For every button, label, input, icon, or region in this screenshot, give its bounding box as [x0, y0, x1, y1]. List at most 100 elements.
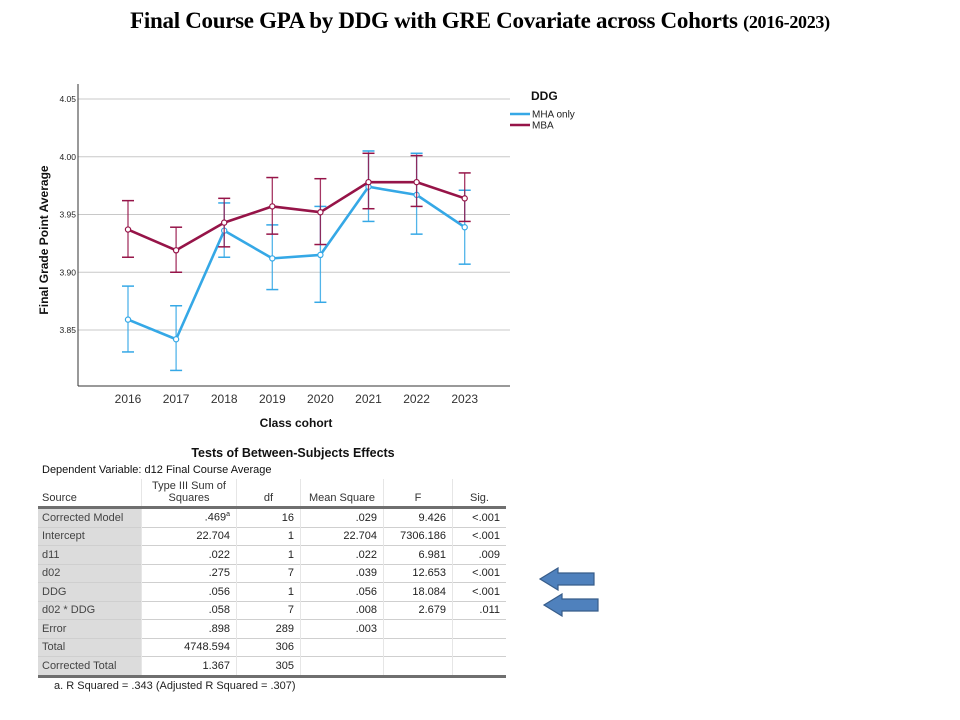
dependent-variable-label: Dependent Variable: d12 Final Course Ave…: [42, 464, 272, 476]
row-mean-square: [300, 637, 384, 657]
row-f: 9.426: [383, 507, 453, 527]
row-source-value: Error: [42, 622, 67, 635]
row-sum-of-squares-value: .058: [208, 604, 230, 617]
left-arrow-icon: [542, 593, 599, 617]
row-source: Corrected Model: [38, 507, 142, 527]
row-mean-square-value: .056: [355, 585, 377, 598]
slide-title-main: Final Course GPA by DDG with GRE Covaria…: [130, 8, 738, 33]
series-line: [127, 180, 466, 252]
x-axis-title: Class cohort: [260, 416, 333, 430]
row-source: d11: [38, 545, 142, 564]
anova-row: d02 .275 7 .039 12.653 <.001: [38, 563, 506, 583]
row-f: 7306.186: [383, 526, 453, 546]
row-sig: <.001: [452, 507, 506, 527]
row-df: 1: [236, 582, 301, 601]
row-df: 7: [236, 600, 301, 620]
row-sum-of-squares-value: .022: [208, 548, 230, 561]
anova-row: Intercept 22.704 1 22.704 7306.186 <.001: [38, 526, 506, 546]
row-source-value: Intercept: [42, 530, 85, 543]
gpa-line-chart: 3.85 3.90 3.95 4.00 4.05 2016 2017 2018 2019 202…: [37, 84, 575, 430]
slide-title: Final Course GPA by DDG with GRE Covaria…: [0, 8, 960, 34]
row-mean-square: .039: [300, 563, 384, 583]
row-sum-of-squares: 22.704: [141, 526, 237, 546]
row-source: Error: [38, 619, 142, 638]
anova-footnote: a. R Squared = .343 (Adjusted R Squared …: [54, 679, 296, 692]
row-source-value: d11: [42, 548, 60, 561]
row-df-value: 306: [275, 641, 294, 654]
row-df: 1: [236, 526, 301, 546]
row-f: 6.981: [383, 545, 453, 564]
anova-row: Corrected Model .469a 16 .029 9.426 <.001: [38, 507, 506, 527]
row-mean-square: .029: [300, 507, 384, 527]
row-sum-of-squares: 4748.594: [141, 637, 237, 657]
row-sum-of-squares-value: .056: [208, 585, 230, 598]
y-tick-label: 3.85: [59, 325, 76, 335]
legend-label: MBA: [532, 121, 554, 132]
row-sum-of-squares: .058: [141, 600, 237, 620]
row-f: [383, 656, 453, 676]
row-sum-of-squares-value: 22.704: [196, 530, 230, 543]
header-f: F: [383, 479, 453, 508]
row-source: Intercept: [38, 526, 142, 546]
data-point: [269, 255, 276, 262]
legend-item: MBA: [510, 121, 554, 132]
row-mean-square: [300, 656, 384, 676]
anova-row: d11 .022 1 .022 6.981 .009: [38, 545, 506, 564]
row-sig: <.001: [452, 582, 506, 601]
row-sum-of-squares: 1.367: [141, 656, 237, 676]
row-sig: [452, 619, 506, 638]
row-df: 7: [236, 563, 301, 583]
x-tick-label: 2021: [355, 392, 382, 406]
row-sig-value: <.001: [472, 530, 500, 543]
row-df-value: 1: [287, 530, 294, 543]
row-sum-of-squares: .898: [141, 619, 237, 638]
row-sig: [452, 656, 506, 676]
legend-item: MHA only: [510, 110, 575, 121]
row-source-value: d02 * DDG: [42, 604, 96, 617]
row-sig: <.001: [452, 526, 506, 546]
data-point: [172, 336, 180, 343]
row-source-value: Corrected Model: [42, 511, 124, 524]
row-sum-of-squares-value: .898: [208, 622, 230, 635]
row-sig-value: <.001: [472, 511, 500, 524]
gridlines: [78, 98, 510, 331]
y-axis-title: Final Grade Point Average: [37, 165, 51, 314]
anova-row: DDG .056 1 .056 18.084 <.001: [38, 582, 506, 601]
anova-table: Source Type III Sum of Squares df Mean S…: [38, 479, 506, 678]
row-df: 16: [236, 507, 301, 527]
row-df-value: 289: [275, 622, 294, 635]
row-mean-square-value: .008: [355, 604, 377, 617]
row-mean-square-value: .039: [355, 567, 377, 580]
data-point: [220, 219, 228, 226]
row-sum-of-squares: .469a: [141, 507, 237, 527]
row-source-value: Total: [42, 641, 66, 654]
y-axis-ticks: 3.85 3.90 3.95 4.00 4.05: [59, 94, 76, 335]
data-point: [365, 178, 372, 186]
row-df-value: 305: [275, 659, 294, 672]
data-point: [172, 247, 180, 254]
row-f: [383, 637, 453, 657]
row-sum-of-squares-value: .469: [204, 512, 227, 525]
row-mean-square: .008: [300, 600, 384, 620]
legend-title: DDG: [531, 89, 558, 103]
anova-row: d02 * DDG .058 7 .008 2.679 .011: [38, 600, 506, 620]
row-source: DDG: [38, 582, 142, 601]
legend-label: MHA only: [532, 110, 575, 121]
row-mean-square: 22.704: [300, 526, 384, 546]
data-point: [461, 224, 468, 231]
row-source-value: Corrected Total: [42, 659, 117, 672]
row-f-value: 2.679: [418, 604, 446, 617]
row-f: 18.084: [383, 582, 453, 601]
row-mean-square-value: .003: [355, 622, 377, 635]
x-tick-label: 2022: [403, 392, 430, 406]
row-sig-value: .011: [479, 604, 500, 617]
row-source: Total: [38, 637, 142, 657]
header-df: df: [236, 479, 301, 508]
row-f: [383, 619, 453, 638]
header-mean-square: Mean Square: [300, 479, 384, 508]
row-f-value: 7306.186: [400, 530, 446, 543]
slide-title-range: (2016-2023): [743, 12, 830, 32]
data-point: [124, 316, 132, 323]
